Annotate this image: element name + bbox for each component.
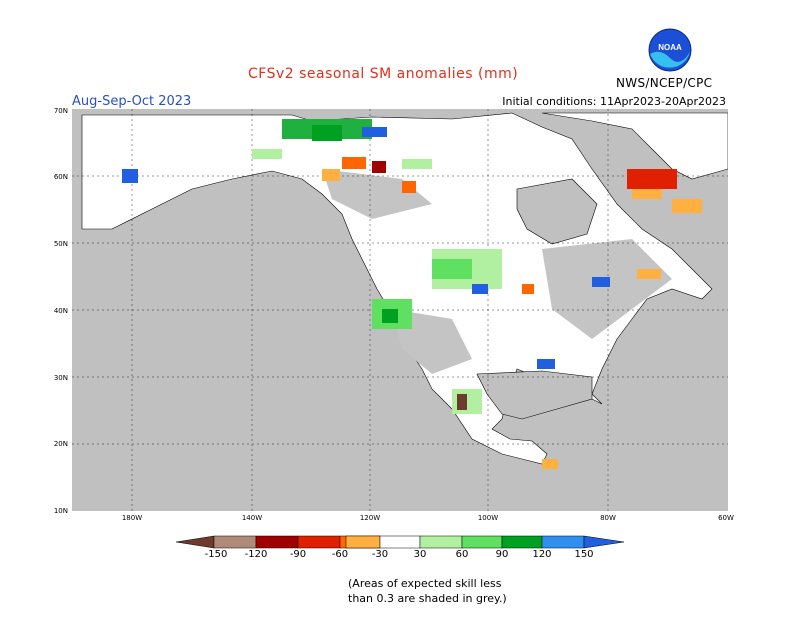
lon-label-120w: 120W	[360, 514, 380, 522]
lon-label-100w: 100W	[478, 514, 498, 522]
colorbar-bin	[297, 535, 341, 549]
colorbar-label: 60	[456, 549, 469, 560]
longitude-labels: 180W 140W 120W 100W 80W 60W	[122, 514, 734, 522]
agency-label: NWS/NCEP/CPC	[616, 76, 713, 90]
chart-title: CFSv2 seasonal SM anomalies (mm)	[248, 66, 519, 82]
lon-label-80w: 80W	[600, 514, 616, 522]
colorbar-bin	[501, 535, 543, 549]
hudson-bay	[516, 178, 598, 245]
lat-label-60n: 60N	[54, 173, 68, 181]
lat-label-70n: 70N	[54, 107, 68, 115]
colorbar-bin	[379, 535, 421, 549]
colorbar-label: -150	[205, 549, 228, 560]
colorbar-low-arrow	[175, 535, 215, 549]
gulf-of-mexico	[476, 370, 593, 420]
colorbar-label: 150	[574, 549, 593, 560]
colorbar-label: 120	[532, 549, 551, 560]
forecast-period: Aug-Sep-Oct 2023	[72, 94, 192, 109]
noaa-logo-text: NOAA	[658, 43, 682, 52]
lat-label-10n: 10N	[54, 507, 68, 515]
lat-label-30n: 30N	[54, 374, 68, 382]
colorbar-bin	[213, 535, 257, 549]
colorbar-bin	[419, 535, 463, 549]
colorbar-bin	[461, 535, 503, 549]
colorbar-label: -30	[372, 549, 388, 560]
noaa-logo: NOAA	[648, 28, 692, 72]
colorbar-bin	[541, 535, 585, 549]
colorbar: -150 -120 -90 -60 -30 30 60 90 120 150	[175, 535, 625, 560]
lat-label-20n: 20N	[54, 440, 68, 448]
lon-label-140w: 140W	[242, 514, 262, 522]
colorbar-bin	[345, 535, 381, 549]
lat-label-50n: 50N	[54, 240, 68, 248]
map-panel: 70N	[72, 109, 728, 511]
colorbar-bin	[339, 535, 381, 549]
colorbar-label: 90	[496, 549, 509, 560]
colorbar-label: -60	[332, 549, 348, 560]
colorbar-label: -90	[290, 549, 306, 560]
colorbar-label: 30	[414, 549, 427, 560]
footnote-line-2: than 0.3 are shaded in grey.)	[348, 592, 507, 605]
lon-label-180w: 180W	[122, 514, 142, 522]
latitude-labels: 70N 60N 50N 40N 30N 20N 10N	[54, 107, 68, 515]
low-skill-east	[542, 239, 672, 339]
colorbar-high-arrow	[583, 535, 625, 549]
footnote-line-1: (Areas of expected skill less	[348, 577, 502, 590]
colorbar-label: -120	[245, 549, 268, 560]
initial-conditions: Initial conditions: 11Apr2023-20Apr2023	[502, 95, 726, 108]
lat-label-40n: 40N	[54, 307, 68, 315]
skill-footnote: (Areas of expected skill less than 0.3 a…	[348, 576, 507, 606]
lon-label-60w: 60W	[718, 514, 734, 522]
anomaly-cells	[122, 119, 702, 469]
graticule	[72, 109, 728, 511]
colorbar-bin	[255, 535, 299, 549]
